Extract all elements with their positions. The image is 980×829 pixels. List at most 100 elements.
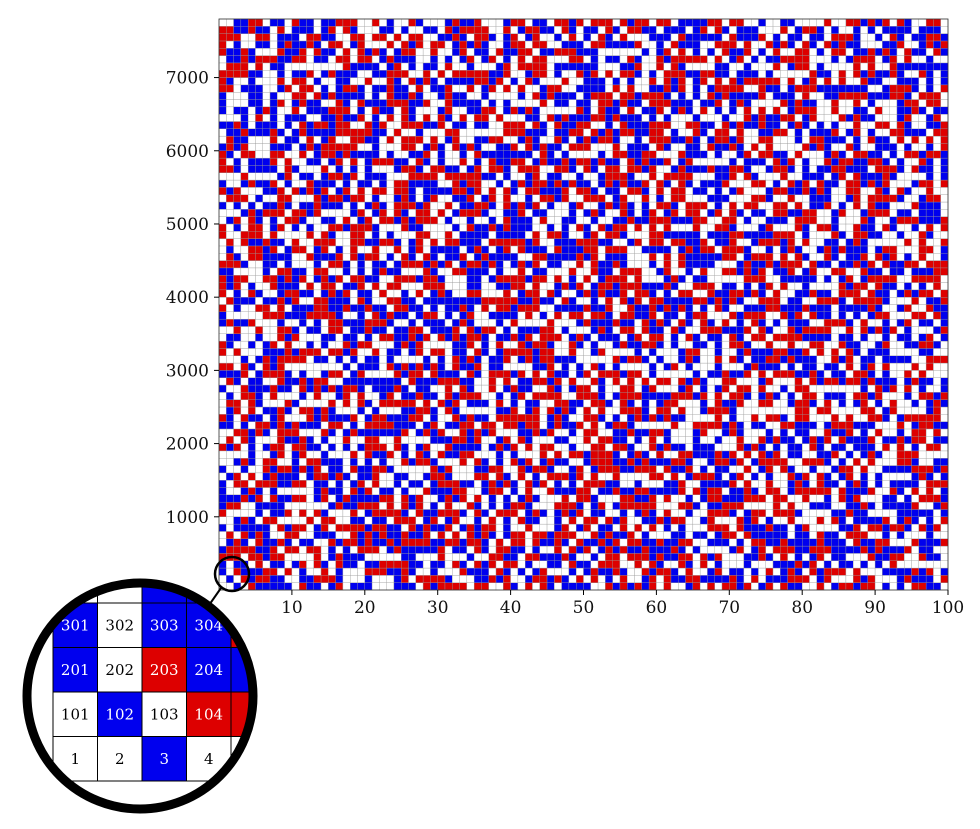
heatmap-cell bbox=[904, 267, 912, 276]
heatmap-cell bbox=[357, 443, 365, 452]
heatmap-cell bbox=[510, 370, 519, 378]
heatmap-cell bbox=[641, 531, 650, 539]
heatmap-cell bbox=[619, 245, 628, 254]
heatmap-cell bbox=[714, 450, 723, 459]
heatmap-cell bbox=[605, 509, 613, 517]
heatmap-cell bbox=[627, 238, 635, 247]
heatmap-cell bbox=[459, 582, 468, 591]
heatmap-cell bbox=[269, 384, 278, 393]
heatmap-cell bbox=[503, 531, 511, 539]
heatmap-cell bbox=[422, 443, 431, 452]
heatmap-cell bbox=[532, 275, 540, 283]
heatmap-cell bbox=[554, 282, 562, 291]
heatmap-cell bbox=[583, 436, 591, 444]
heatmap-cell bbox=[277, 523, 285, 532]
heatmap-cell bbox=[911, 392, 920, 400]
heatmap-cell bbox=[255, 494, 263, 503]
heatmap-cell bbox=[867, 392, 876, 400]
heatmap-cell bbox=[772, 231, 781, 239]
heatmap-cell bbox=[247, 406, 256, 415]
heatmap-cell bbox=[896, 384, 905, 393]
heatmap-cell bbox=[889, 450, 898, 459]
heatmap-cell bbox=[918, 458, 927, 466]
heatmap-cell bbox=[860, 267, 868, 276]
heatmap-cell bbox=[612, 231, 621, 239]
heatmap-cell bbox=[838, 458, 847, 466]
heatmap-cell bbox=[911, 318, 920, 327]
heatmap-cell bbox=[401, 253, 409, 261]
heatmap-cell bbox=[218, 348, 227, 356]
heatmap-cell bbox=[911, 384, 920, 393]
heatmap-cell bbox=[481, 289, 489, 298]
heatmap-cell bbox=[473, 297, 482, 305]
heatmap-cell bbox=[335, 392, 344, 400]
heatmap-cell bbox=[816, 406, 825, 415]
heatmap-cell bbox=[379, 370, 387, 378]
heatmap-cell bbox=[940, 355, 949, 364]
heatmap-cell bbox=[772, 253, 781, 261]
heatmap-cell bbox=[889, 311, 898, 320]
heatmap-cell bbox=[670, 340, 679, 349]
heatmap-cell bbox=[918, 538, 927, 547]
heatmap-cell bbox=[896, 399, 905, 408]
heatmap-cell bbox=[940, 560, 949, 569]
heatmap-cell bbox=[415, 267, 424, 276]
heatmap-cell bbox=[510, 245, 519, 254]
heatmap-cell bbox=[634, 523, 642, 532]
heatmap-cell bbox=[692, 501, 701, 510]
heatmap-cell bbox=[342, 523, 351, 532]
heatmap-cell bbox=[685, 531, 694, 539]
heatmap-cell bbox=[452, 260, 460, 269]
heatmap-cell bbox=[590, 406, 599, 415]
heatmap-cell bbox=[882, 340, 890, 349]
heatmap-cell bbox=[867, 450, 876, 459]
heatmap-cell bbox=[794, 377, 803, 386]
heatmap-cell bbox=[269, 260, 278, 269]
heatmap-cell bbox=[422, 545, 431, 554]
heatmap-cell bbox=[422, 348, 431, 356]
heatmap-cell bbox=[415, 223, 424, 232]
heatmap-cell bbox=[627, 553, 635, 561]
heatmap-cell bbox=[342, 458, 351, 466]
heatmap-cell bbox=[342, 575, 351, 583]
heatmap-cell bbox=[218, 414, 227, 422]
heatmap-cell bbox=[525, 318, 533, 327]
heatmap-cell bbox=[473, 267, 482, 276]
heatmap-cell bbox=[430, 494, 438, 503]
heatmap-cell bbox=[612, 516, 621, 525]
heatmap-cell bbox=[517, 472, 526, 481]
heatmap-cell bbox=[692, 326, 701, 334]
heatmap-cell bbox=[809, 311, 817, 320]
heatmap-cell bbox=[357, 223, 365, 232]
heatmap-cell bbox=[925, 267, 934, 276]
heatmap-cell bbox=[692, 450, 701, 459]
heatmap-cell bbox=[262, 377, 271, 386]
heatmap-cell bbox=[495, 538, 504, 547]
heatmap-cell bbox=[853, 231, 861, 239]
heatmap-cell bbox=[546, 472, 555, 481]
heatmap-cell bbox=[925, 318, 934, 327]
heatmap-cell bbox=[809, 275, 817, 283]
heatmap-cell bbox=[561, 472, 570, 481]
heatmap-cell bbox=[809, 531, 817, 539]
heatmap-cell bbox=[299, 487, 307, 496]
heatmap-cell bbox=[750, 443, 759, 452]
heatmap-cell bbox=[831, 297, 839, 305]
heatmap-cell bbox=[386, 223, 395, 232]
heatmap-cell bbox=[707, 348, 715, 356]
heatmap-cell bbox=[233, 223, 242, 232]
heatmap-cell bbox=[663, 428, 672, 437]
heatmap-cell bbox=[284, 245, 293, 254]
heatmap-cell bbox=[554, 289, 562, 298]
heatmap-cell bbox=[415, 443, 424, 452]
heatmap-cell bbox=[838, 297, 847, 305]
heatmap-cell bbox=[415, 326, 424, 334]
heatmap-cell bbox=[896, 575, 905, 583]
heatmap-cell bbox=[663, 260, 672, 269]
heatmap-cell bbox=[313, 450, 322, 459]
heatmap-cell bbox=[925, 304, 934, 312]
heatmap-cell bbox=[313, 260, 322, 269]
heatmap-cell bbox=[794, 575, 803, 583]
heatmap-cell bbox=[933, 553, 941, 561]
heatmap-cell bbox=[729, 538, 737, 547]
